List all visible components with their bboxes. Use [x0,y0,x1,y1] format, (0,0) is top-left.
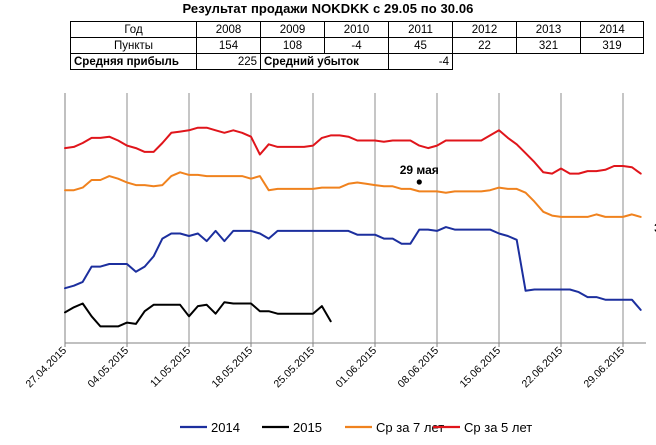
chart-title: Результат продажи NOKDKK с 29.05 по 30.0… [182,1,474,16]
x-tick-label: 11.05.2015 [148,345,193,390]
legend-label: Ср за 5 лет [464,420,532,435]
points-cell: 22 [452,37,517,54]
series-line-Ср-за-5-лет [64,126,642,175]
series-line-2015 [64,301,332,328]
year-cell: 2014 [580,21,644,38]
year-cell: 2008 [196,21,261,38]
years-row: Год 2008 2009 2010 2011 2012 2013 2014 [70,21,644,38]
legend-label: Ср за 7 лет [376,420,444,435]
avg-profit-value: 225 [196,53,261,70]
points-cell: 45 [388,37,453,54]
annotation-marker [416,179,422,185]
annotation-label: 29 мая [400,163,439,177]
x-tick-label: 01.06.2015 [333,345,379,391]
x-tick-label: 04.05.2015 [85,345,131,391]
avg-loss-label: Средний убыток [260,53,389,70]
x-tick-label: 22.06.2015 [519,345,565,391]
avg-loss-value: -4 [388,53,453,70]
year-cell: 2012 [452,21,517,38]
points-row: Пункты 154 108 -4 45 22 321 319 [70,37,644,54]
x-tick-label: 27.04.2015 [23,345,69,391]
summary-row: Средняя прибыль 225 Средний убыток -4 [70,53,644,70]
x-tick-label: 25.05.2015 [271,345,317,391]
annotation-label: 30 июня [654,221,656,235]
legend-label: 2015 [293,420,322,435]
series-line-Ср-за-7-лет [64,171,642,218]
x-tick-label: 08.06.2015 [395,345,441,391]
legend-label: 2014 [211,420,240,435]
results-table: Год 2008 2009 2010 2011 2012 2013 2014 П… [70,21,644,70]
points-cell: 321 [516,37,581,54]
avg-profit-label: Средняя прибыль [70,53,197,70]
x-tick-label: 18.05.2015 [209,345,255,391]
points-cell: 319 [580,37,644,54]
x-tick-label: 29.06.2015 [581,345,627,391]
x-tick-label: 15.06.2015 [457,345,503,391]
series-line-2014 [64,226,642,311]
